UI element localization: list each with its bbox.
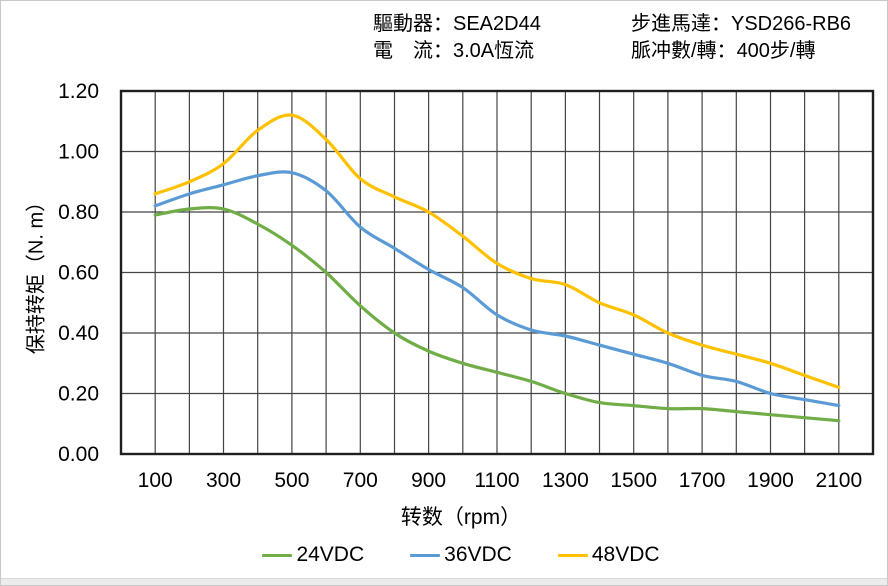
- y-tick-label: 1.00: [58, 141, 99, 164]
- spec-current-value: 3.0A恆流: [453, 40, 535, 62]
- spec-header: 驅動器：SEA2D44 電 流：3.0A恆流 步進馬達：YSD266-RB6 脈…: [373, 11, 851, 65]
- legend-marker-36vdc: [410, 553, 441, 557]
- y-tick-label: 0.40: [58, 322, 99, 345]
- x-tick-label: 2100: [815, 469, 862, 492]
- x-tick-label: 100: [138, 469, 173, 492]
- spec-driver-label: 驅動器：: [373, 13, 453, 35]
- legend-label-24vdc: 24VDC: [296, 543, 365, 566]
- y-tick-label: 0.80: [58, 201, 99, 224]
- spec-motor-label: 步進馬達：: [631, 13, 731, 35]
- spec-pulses: 脈冲數/轉：400步/轉: [631, 38, 851, 65]
- legend-label-48vdc: 48VDC: [591, 543, 660, 566]
- spec-driver: 驅動器：SEA2D44: [373, 11, 631, 38]
- spec-driver-value: SEA2D44: [453, 13, 541, 35]
- series-line-24vdc: [153, 206, 841, 423]
- legend-item-48vdc: 48VDC: [557, 543, 660, 567]
- spec-pulses-value: 400步/轉: [736, 40, 816, 62]
- window-bottom-edge: [1, 578, 887, 585]
- legend-label-36vdc: 36VDC: [444, 543, 512, 566]
- chart-legend: 24VDC 36VDC 48VDC: [1, 543, 887, 567]
- plot-border: [119, 89, 875, 456]
- spec-motor-value: YSD266-RB6: [731, 13, 852, 35]
- legend-marker-24vdc: [262, 553, 293, 557]
- legend-marker-48vdc: [557, 553, 588, 557]
- x-axis-title: 转数（rpm）: [400, 506, 522, 529]
- x-tick-label: 1700: [679, 469, 726, 492]
- x-tick-label: 500: [274, 469, 309, 492]
- spec-motor: 步進馬達：YSD266-RB6: [631, 11, 851, 38]
- x-tick-label: 300: [206, 469, 241, 492]
- x-tick-label: 1500: [610, 469, 657, 492]
- x-tick-label: 700: [343, 469, 378, 492]
- legend-item-24vdc: 24VDC: [262, 543, 364, 567]
- series-line-48vdc: [153, 113, 841, 389]
- spec-pulses-label: 脈冲數/轉：: [631, 40, 737, 62]
- y-tick-label: 1.20: [58, 80, 99, 103]
- y-axis-title: 保持转矩（N. m）: [25, 191, 48, 355]
- spec-current-label: 電 流：: [373, 40, 453, 62]
- y-tick-label: 0.20: [58, 383, 99, 406]
- x-tick-label: 1100: [474, 469, 519, 492]
- x-tick-label: 1300: [542, 469, 589, 492]
- series-line-36vdc: [153, 170, 841, 408]
- x-tick-label: 900: [411, 469, 446, 492]
- legend-item-36vdc: 36VDC: [410, 543, 512, 567]
- y-tick-label: 0.60: [58, 262, 99, 285]
- y-tick-label: 0.00: [58, 443, 99, 466]
- x-tick-label: 1900: [747, 469, 794, 492]
- spec-current: 電 流：3.0A恆流: [373, 38, 631, 65]
- torque-chart-plot: 100 300 500 700 900 1100 1300 1500 1700 1900 2100 0…: [58, 80, 875, 492]
